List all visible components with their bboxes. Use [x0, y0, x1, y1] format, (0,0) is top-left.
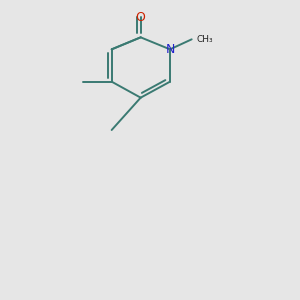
Text: CH₃: CH₃: [196, 35, 213, 44]
Text: N: N: [165, 43, 175, 56]
Text: O: O: [136, 11, 146, 24]
